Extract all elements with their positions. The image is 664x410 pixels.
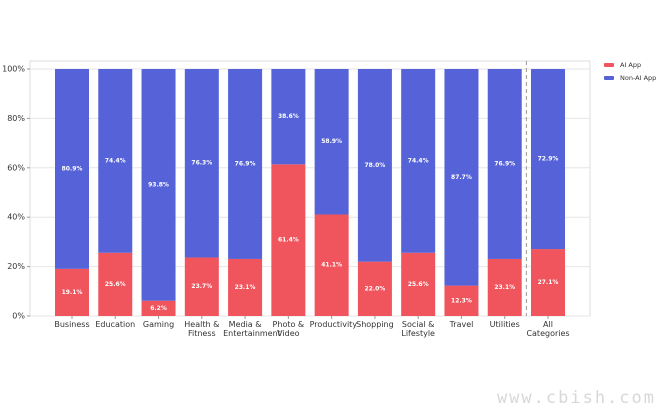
legend-swatch bbox=[604, 76, 614, 80]
y-tick-label: 20% bbox=[7, 262, 25, 271]
value-label: 19.1% bbox=[62, 289, 83, 296]
bar-segment bbox=[444, 285, 479, 316]
bar-segment bbox=[184, 257, 219, 316]
value-label: 74.4% bbox=[408, 157, 429, 164]
bar-segment bbox=[55, 69, 89, 269]
value-label: 22.0% bbox=[364, 285, 385, 292]
value-label: 25.6% bbox=[408, 281, 429, 288]
value-label: 93.8% bbox=[148, 181, 169, 188]
value-label: 12.3% bbox=[451, 297, 472, 304]
bar-segment bbox=[357, 261, 392, 316]
bar-segment bbox=[531, 249, 565, 316]
x-tick-label: Social & Lifestyle bbox=[401, 320, 435, 338]
legend-label: AI App bbox=[620, 61, 641, 69]
bar-segment bbox=[487, 69, 522, 259]
y-tick-label: 80% bbox=[7, 114, 25, 123]
bar-segment bbox=[444, 69, 479, 286]
x-tick-label: All Categories bbox=[526, 320, 570, 338]
bar-segment bbox=[141, 69, 176, 301]
x-tick-label: Productivity bbox=[309, 320, 358, 329]
x-tick-label: Travel bbox=[449, 320, 474, 329]
bar-segment bbox=[531, 69, 565, 250]
value-label: 25.6% bbox=[105, 281, 126, 288]
value-label: 23.7% bbox=[191, 283, 212, 290]
value-label: 27.1% bbox=[538, 279, 559, 286]
value-label: 61.4% bbox=[278, 237, 299, 244]
value-label: 76.9% bbox=[235, 160, 256, 167]
x-tick-label: Utilities bbox=[489, 320, 520, 329]
watermark: www.cbish.com bbox=[496, 388, 656, 408]
y-tick-label: 40% bbox=[7, 213, 25, 222]
x-tick-label: Education bbox=[95, 320, 136, 329]
value-label: 23.1% bbox=[235, 284, 256, 291]
bar-segment bbox=[141, 300, 176, 316]
x-tick-label: Gaming bbox=[142, 320, 175, 329]
x-tick-label: Media & Entertainment bbox=[223, 320, 281, 338]
y-tick-label: 60% bbox=[7, 163, 25, 172]
bar-segment bbox=[55, 268, 89, 316]
value-label: 41.1% bbox=[321, 262, 342, 269]
value-label: 87.7% bbox=[451, 174, 472, 181]
bar-segment bbox=[184, 69, 219, 258]
value-label: 23.1% bbox=[494, 284, 515, 291]
bar-segment bbox=[357, 69, 392, 262]
value-label: 80.9% bbox=[62, 165, 83, 172]
y-tick-label: 100% bbox=[2, 65, 25, 74]
x-tick-label: Photo & Video bbox=[272, 320, 305, 338]
bar-segment bbox=[98, 69, 133, 253]
y-tick-label: 0% bbox=[12, 312, 25, 321]
value-label: 74.4% bbox=[105, 157, 126, 164]
bar-segment bbox=[271, 164, 306, 316]
value-label: 76.9% bbox=[494, 160, 515, 167]
x-tick-label: Business bbox=[54, 320, 90, 329]
value-label: 6.2% bbox=[150, 305, 167, 312]
bar-segment bbox=[487, 258, 522, 316]
bar-segment bbox=[228, 69, 263, 259]
bar-segment bbox=[98, 252, 133, 316]
value-label: 78.0% bbox=[364, 162, 385, 169]
x-tick-label: Health & Fitness bbox=[184, 320, 220, 338]
value-label: 38.6% bbox=[278, 113, 299, 120]
legend-label: Non-AI App bbox=[620, 74, 656, 82]
value-label: 76.3% bbox=[191, 160, 212, 167]
bar-segment bbox=[271, 69, 306, 165]
bar-segment bbox=[401, 252, 436, 316]
legend-swatch bbox=[604, 63, 614, 67]
bar-segment bbox=[314, 69, 349, 215]
bar-segment bbox=[228, 258, 263, 316]
bar-segment bbox=[314, 214, 349, 316]
value-label: 72.9% bbox=[538, 156, 559, 163]
x-tick-label: Shopping bbox=[356, 320, 394, 329]
bar-segment bbox=[401, 69, 436, 253]
value-label: 58.9% bbox=[321, 138, 342, 145]
